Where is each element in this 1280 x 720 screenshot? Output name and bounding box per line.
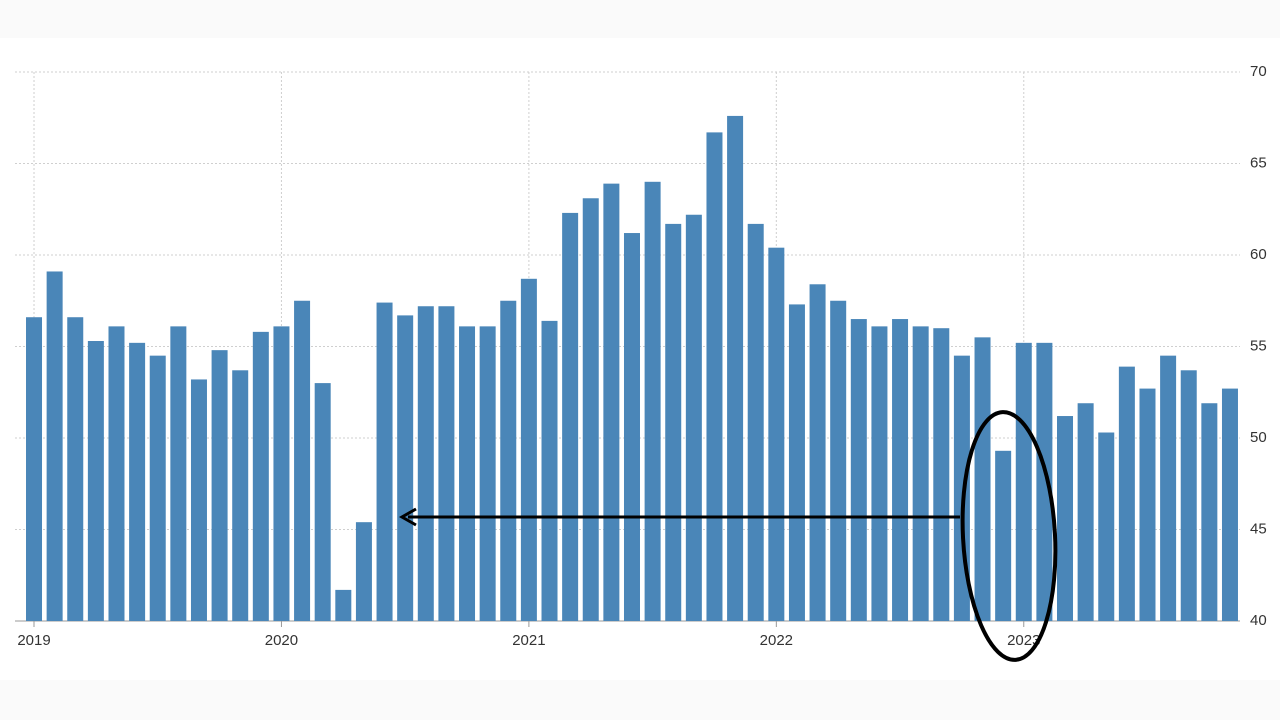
bar bbox=[376, 302, 393, 621]
bar bbox=[335, 589, 352, 621]
bar bbox=[459, 326, 476, 621]
marks: 40 45 50 55 60 65 70 2019 2020 2021 2022 2023 bbox=[15, 63, 1267, 649]
x-tick-label: 2019 bbox=[17, 632, 50, 649]
y-tick-label: 40 bbox=[1250, 612, 1267, 629]
annotation bbox=[398, 410, 1058, 662]
bar bbox=[1077, 403, 1094, 621]
bar bbox=[562, 212, 579, 621]
bar bbox=[397, 315, 414, 621]
bar bbox=[149, 355, 166, 621]
annotation-ellipse bbox=[960, 410, 1058, 662]
bar bbox=[1221, 388, 1238, 621]
bar bbox=[252, 331, 269, 621]
bar bbox=[582, 198, 599, 621]
bar bbox=[912, 326, 929, 621]
bar bbox=[1201, 403, 1218, 621]
bar bbox=[644, 181, 661, 622]
y-tick-label: 50 bbox=[1250, 429, 1267, 446]
bar bbox=[1139, 388, 1156, 621]
bar bbox=[850, 319, 867, 621]
bar bbox=[665, 223, 682, 621]
bar bbox=[747, 223, 764, 621]
y-tick-label: 60 bbox=[1250, 246, 1267, 263]
bar bbox=[1057, 416, 1074, 621]
bar bbox=[1180, 370, 1197, 621]
y-tick-label: 55 bbox=[1250, 337, 1267, 354]
bar bbox=[417, 306, 434, 621]
annotation-arrowhead bbox=[398, 507, 417, 527]
bar bbox=[232, 370, 249, 621]
bar bbox=[129, 342, 146, 621]
bar bbox=[1098, 432, 1115, 621]
bar bbox=[211, 350, 228, 621]
bar bbox=[190, 379, 207, 621]
x-tick-label: 2020 bbox=[265, 632, 298, 649]
bar bbox=[1118, 366, 1135, 621]
bar bbox=[500, 300, 517, 621]
bar bbox=[685, 214, 702, 622]
bar bbox=[273, 326, 290, 621]
bar bbox=[314, 383, 331, 621]
bar bbox=[768, 247, 785, 621]
bar bbox=[1160, 355, 1177, 621]
bar bbox=[26, 317, 43, 621]
y-tick-label: 70 bbox=[1250, 63, 1267, 80]
bar bbox=[974, 337, 991, 621]
bar bbox=[294, 300, 311, 621]
bar bbox=[706, 132, 723, 621]
bar bbox=[871, 326, 888, 621]
bar bbox=[87, 341, 104, 621]
bar bbox=[67, 317, 84, 621]
bar bbox=[46, 271, 63, 621]
bar bbox=[727, 115, 744, 622]
y-tick-label: 45 bbox=[1250, 520, 1267, 537]
bar bbox=[1015, 342, 1032, 621]
bar bbox=[892, 319, 909, 621]
bar bbox=[809, 284, 826, 621]
bar bbox=[788, 304, 805, 621]
bar bbox=[170, 326, 187, 621]
bar bbox=[830, 300, 847, 621]
y-tick-label: 65 bbox=[1250, 154, 1267, 171]
bar bbox=[479, 326, 496, 621]
bar bbox=[355, 522, 372, 621]
bar bbox=[603, 183, 620, 621]
bar bbox=[933, 328, 950, 621]
bar bbox=[623, 233, 640, 622]
x-tick-label: 2022 bbox=[760, 632, 793, 649]
bar bbox=[438, 306, 455, 621]
bar bbox=[541, 320, 558, 621]
bar bbox=[995, 450, 1012, 621]
bar bbox=[108, 326, 125, 621]
bar bbox=[1036, 342, 1053, 621]
bar bbox=[520, 278, 537, 621]
x-tick-label: 2021 bbox=[512, 632, 545, 649]
x-tick-label: 2023 bbox=[1007, 632, 1040, 649]
